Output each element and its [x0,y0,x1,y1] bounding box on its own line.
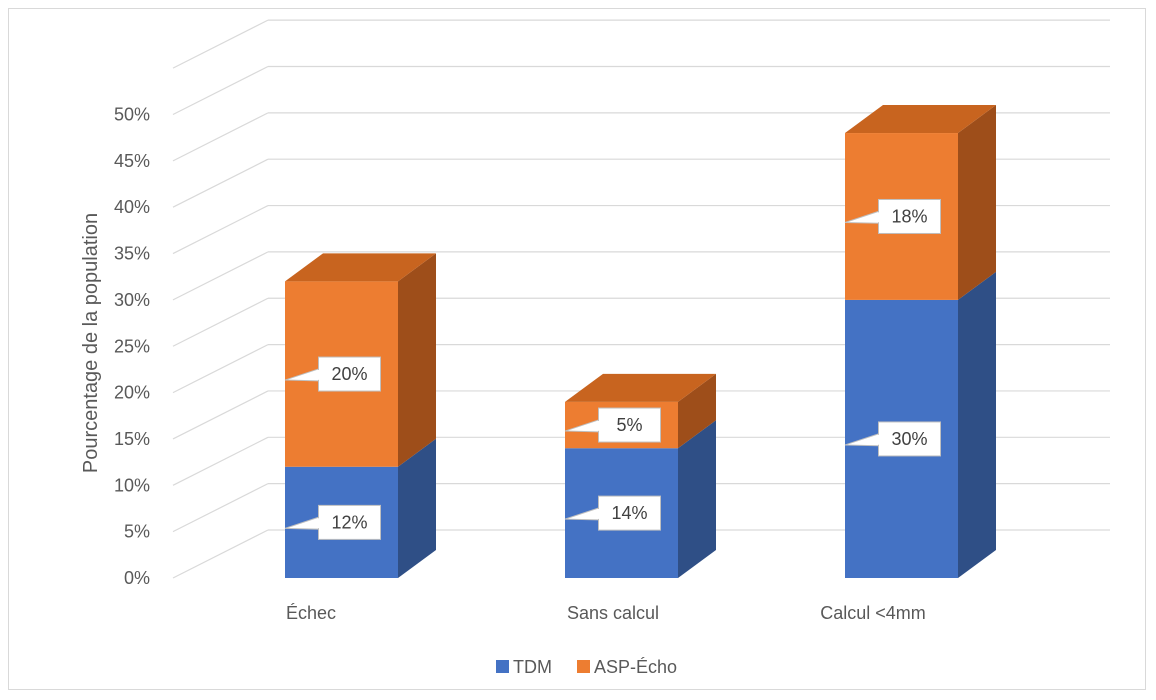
gridline-diagonal [172,205,269,255]
gridline-diagonal [172,158,269,208]
y-tick-label: 20% [114,383,150,403]
data-label: 12% [331,512,367,532]
data-label: 5% [616,415,642,435]
gridline-diagonal [172,65,269,116]
callout-join [597,420,601,431]
y-tick-label: 50% [114,105,150,125]
gridline-diagonal [172,436,269,486]
bar-side-asp-echo [398,253,436,467]
callout-box [598,407,661,443]
x-category-label: Échec [286,603,336,623]
gridline-diagonal [172,529,269,579]
x-category-label: Calcul <4mm [820,603,926,623]
legend-swatch-tdm [496,660,509,673]
bar-top [285,253,436,282]
y-tick-label: 30% [114,290,150,310]
y-tick-label: 45% [114,151,150,171]
y-tick-label: 15% [114,429,150,449]
data-label-callout: 5% [564,407,661,443]
data-label-callout: 20% [284,356,381,392]
callout-join [597,509,601,519]
data-label: 18% [891,206,927,226]
data-label-callout: 18% [844,198,941,234]
callout-box [318,356,381,392]
legend: TDM ASP-Écho [496,657,677,677]
gridline-diagonal [172,112,269,162]
bar-side-tdm [958,271,996,578]
callout-join [317,369,321,380]
y-tick-label: 40% [114,197,150,217]
bar-side-tdm [398,438,436,578]
callout-box [878,421,941,457]
data-labels: 12% 20% 14% 5% 30% 18% [284,198,941,540]
callout-join [877,212,881,223]
data-label-callout: 12% [284,504,381,540]
gridline-diagonal [172,251,269,301]
bar-top [845,105,996,134]
y-tick-label: 10% [114,475,150,495]
data-label-callout: 30% [844,421,941,457]
data-label-callout: 14% [564,495,661,531]
y-tick-label: 35% [114,244,150,264]
x-axis-categories: Échec Sans calcul Calcul <4mm [286,603,926,623]
callout-join [877,434,881,445]
y-tick-label: 25% [114,336,150,356]
data-label: 14% [611,503,647,523]
data-label: 20% [331,364,367,384]
bar-side-asp-echo [678,373,716,449]
callout-box [318,504,381,540]
y-axis: 0% 5% 10% 15% 20% 25% 30% 35% 40% 45% 50% [114,105,150,589]
legend-swatch-asp-echo [577,660,590,673]
legend-label-asp-echo: ASP-Écho [594,657,677,677]
data-label: 30% [891,429,927,449]
gridline-diagonal [172,19,269,69]
y-axis-title: Pourcentage de la population [80,213,102,473]
bar-top [565,373,716,402]
bar-side-asp-echo [958,105,996,300]
gridline-diagonal [172,483,269,533]
callout-join [317,518,321,529]
gridline-diagonal [172,390,269,440]
y-tick-label: 5% [124,522,150,542]
gridline-diagonal [172,344,269,394]
y-tick-label: 0% [124,568,150,588]
legend-label-tdm: TDM [513,657,552,677]
gridline-diagonal [172,297,269,347]
bar-side-tdm [678,420,716,578]
x-category-label: Sans calcul [567,603,659,623]
